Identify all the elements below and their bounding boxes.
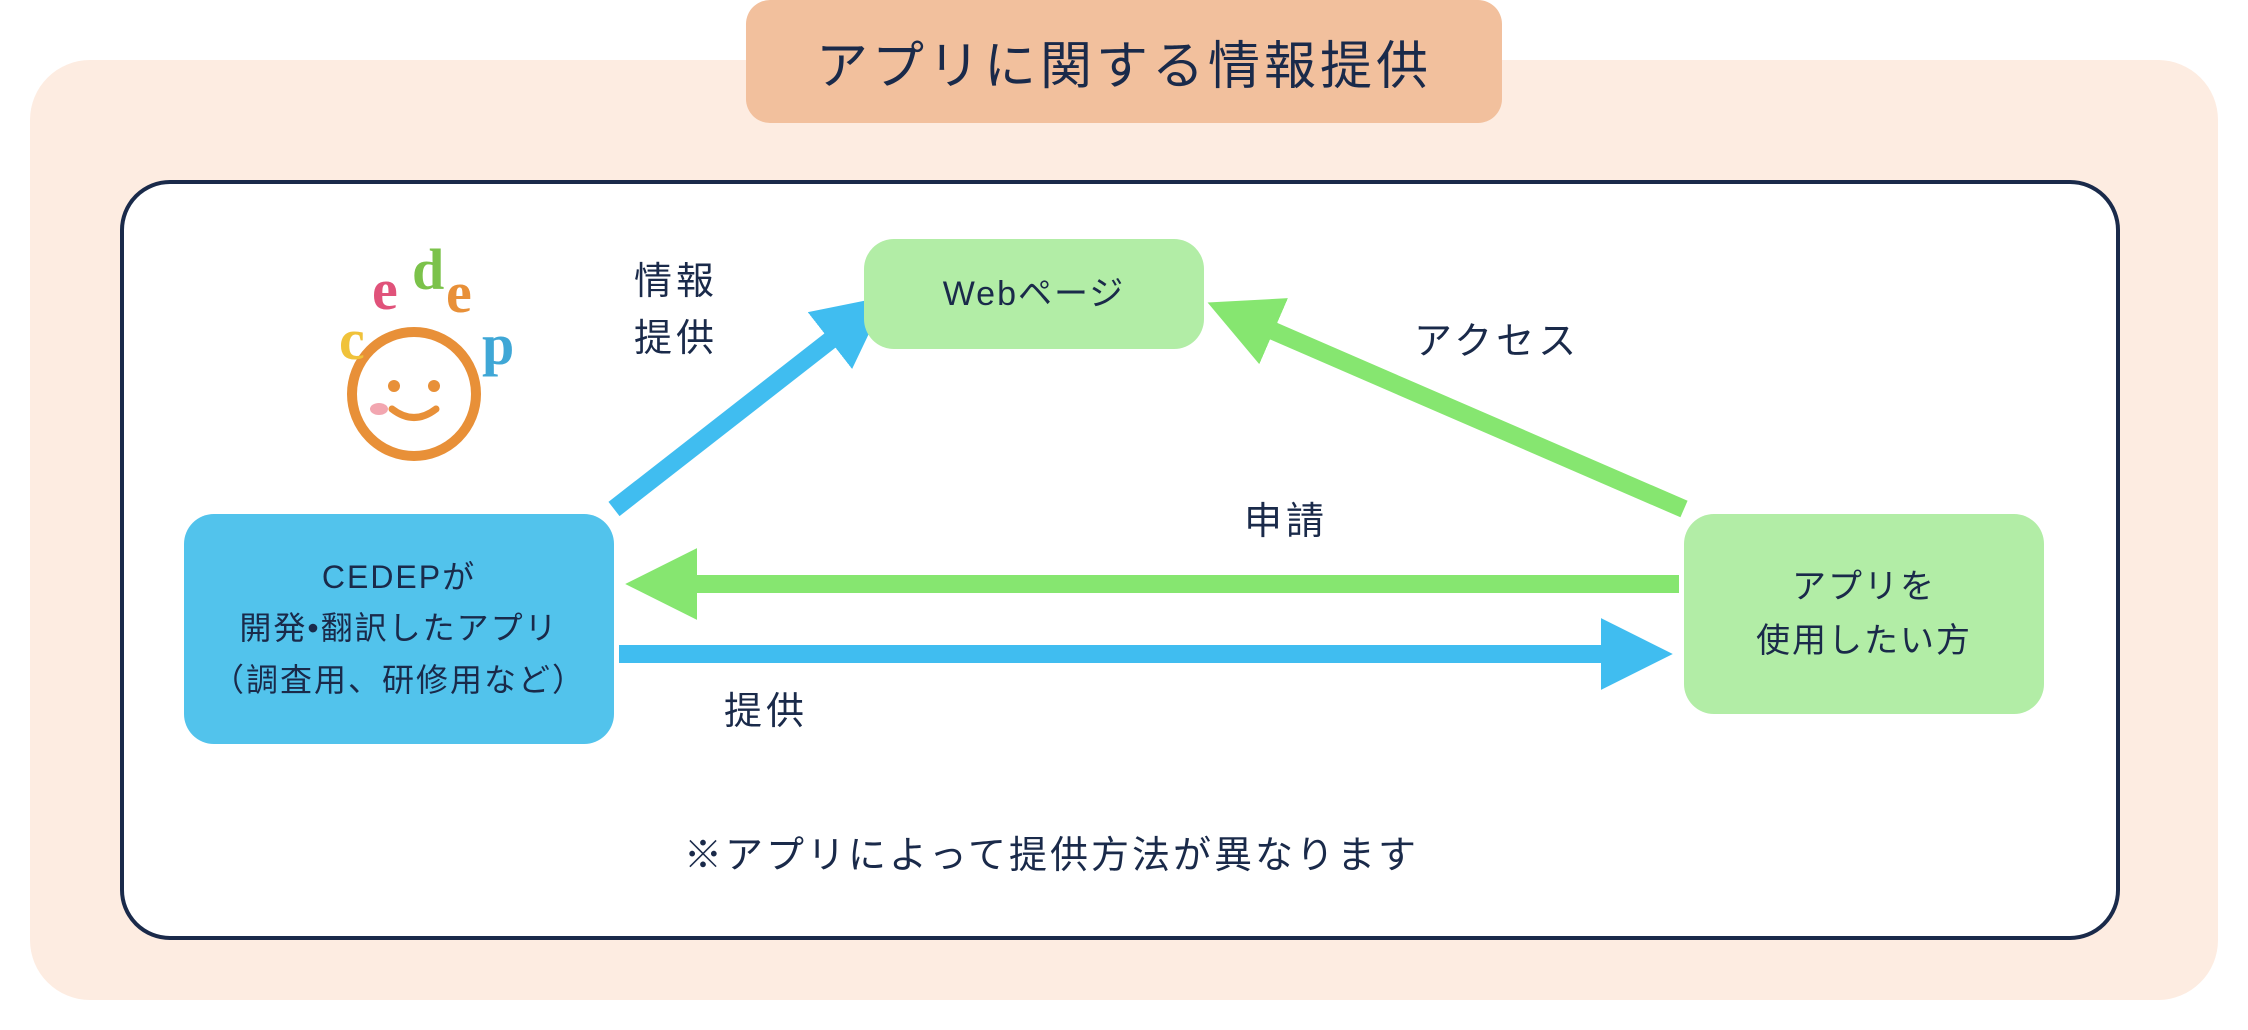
node-user-line1: アプリを — [1792, 560, 1936, 614]
label-provide: 提供 — [724, 684, 808, 741]
label-access: アクセス — [1414, 314, 1580, 371]
node-cedep: CEDEPが 開発•翻訳したアプリ （調査用、研修用など） — [184, 514, 614, 744]
node-web-label: Webページ — [943, 267, 1126, 321]
node-cedep-line1: CEDEPが — [322, 552, 476, 603]
node-cedep-line2: 開発•翻訳したアプリ — [239, 603, 558, 654]
node-web: Webページ — [864, 239, 1204, 349]
diagram-panel: c e d e p CEDEPが 開発•翻訳したアプリ （調査用、研修用など） … — [120, 180, 2120, 940]
node-cedep-line3: （調査用、研修用など） — [212, 655, 586, 706]
label-info: 情報 提供 — [634, 254, 718, 368]
page-title: アプリに関する情報提供 — [746, 0, 1502, 123]
node-user-line2: 使用したい方 — [1756, 614, 1972, 668]
footnote: ※アプリによって提供方法が異なります — [684, 824, 1419, 879]
node-user: アプリを 使用したい方 — [1684, 514, 2044, 714]
label-apply: 申請 — [1244, 494, 1328, 551]
